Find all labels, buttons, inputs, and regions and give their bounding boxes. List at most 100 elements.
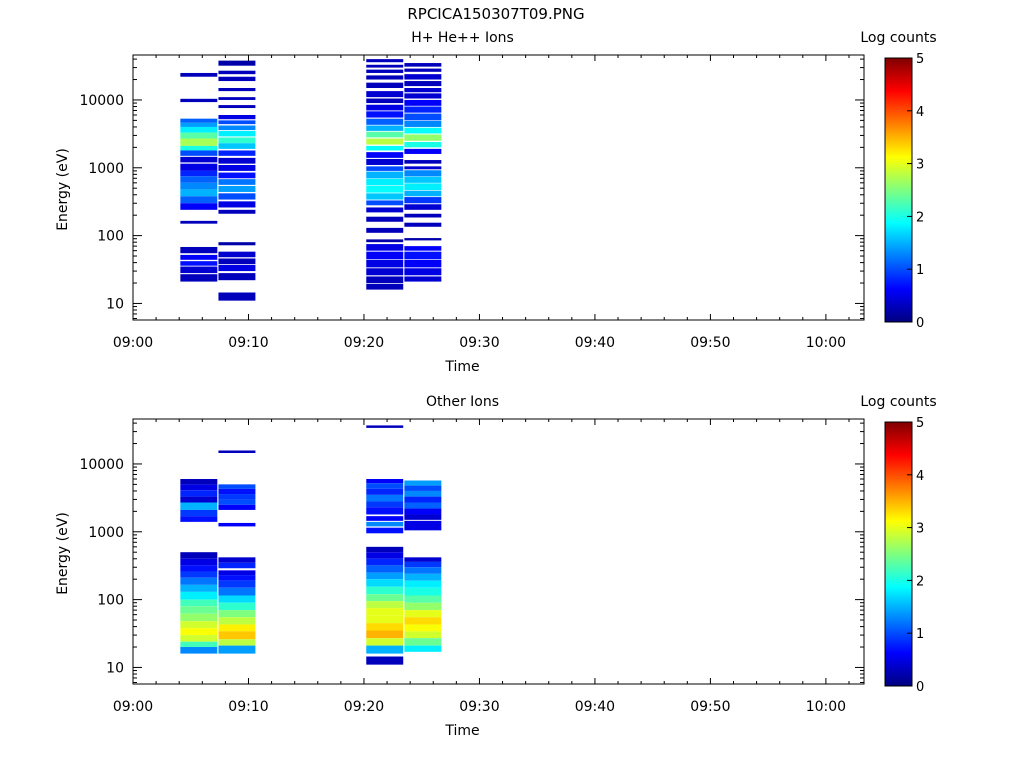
- heatmap-cell: [180, 490, 218, 497]
- heatmap-cell: [366, 185, 404, 193]
- heatmap-cell: [404, 502, 442, 509]
- heatmap-cell: [404, 141, 442, 148]
- heatmap-cell: [404, 63, 442, 67]
- heatmap-cell: [366, 91, 404, 98]
- heatmap-cell: [180, 274, 218, 282]
- heatmap-cell: [180, 98, 218, 103]
- colorbar-frame: [884, 421, 913, 687]
- heatmap-cell: [366, 193, 404, 200]
- heatmap-cell: [218, 76, 256, 82]
- heatmap-cell: [404, 197, 442, 204]
- heatmap-cell: [180, 220, 218, 224]
- colorbar-gradient: [885, 422, 912, 686]
- heatmap-cell: [218, 242, 256, 246]
- heatmap-cell: [180, 126, 218, 133]
- colorbar: 0 1 2 3 4 5 Log counts: [860, 394, 936, 695]
- x-axis-label: Time: [444, 723, 479, 739]
- heatmap-cell: [366, 138, 404, 145]
- heatmap-cell: [404, 610, 442, 618]
- heatmap-cell: [366, 118, 404, 125]
- heatmap-cell: [366, 527, 404, 534]
- x-tick-label: 09:20: [344, 699, 384, 715]
- heatmap-cell: [180, 261, 218, 266]
- heatmap-cell: [180, 203, 218, 210]
- heatmap-cell: [404, 160, 442, 164]
- colorbar-label: Log counts: [860, 394, 936, 410]
- heatmap-cell: [366, 558, 404, 566]
- heatmap-cell: [404, 638, 442, 646]
- heatmap-cell: [218, 484, 256, 489]
- x-tick-label: 09:00: [113, 335, 153, 351]
- heatmap-cell: [366, 494, 404, 502]
- y-tick-label: 1000: [88, 161, 124, 177]
- colorbar-tick-label: 1: [916, 627, 924, 642]
- colorbar-gradient: [885, 58, 912, 322]
- heatmap-cell: [218, 557, 256, 563]
- heatmap-cell: [366, 171, 404, 179]
- heatmap-cell: [404, 166, 442, 170]
- heatmap-cell: [404, 631, 442, 639]
- y-tick-label: 10000: [79, 457, 124, 473]
- heatmap-cell: [218, 499, 256, 505]
- plot-frame: [132, 418, 865, 685]
- heatmap-cell: [404, 573, 442, 581]
- heatmap-cell: [180, 635, 218, 642]
- panel-1: 09:00 09:10 09:20 09:30 09:40 09:50 10:00 Time 1…: [55, 30, 937, 375]
- colorbar: 0 1 2 3 4 5 Log counts: [860, 30, 936, 331]
- heatmap-cell: [366, 64, 404, 68]
- heatmap-cell: [180, 72, 218, 77]
- heatmap-cell: [404, 134, 442, 141]
- heatmap-cell: [218, 130, 256, 137]
- heatmap-cell: [218, 602, 256, 611]
- heatmap-cell: [218, 587, 256, 596]
- heatmap-cell: [404, 496, 442, 503]
- heatmap-cell: [180, 145, 218, 151]
- colorbar-tick-label: 1: [916, 263, 924, 278]
- heatmap-cell: [180, 565, 218, 572]
- heatmap-cell: [218, 580, 256, 588]
- heatmap-cell: [218, 494, 256, 500]
- heatmap-cell: [366, 178, 404, 186]
- colorbar-tick-label: 5: [916, 416, 924, 431]
- heatmap-cell: [366, 507, 404, 515]
- heatmap-cell: [218, 610, 256, 618]
- heatmap-cell: [180, 163, 218, 171]
- x-tick-label: 09:20: [344, 335, 384, 351]
- heatmap-cell: [180, 613, 218, 622]
- heatmap-cell: [366, 145, 404, 151]
- heatmap-cell: [404, 514, 442, 520]
- heatmap-cell: [366, 586, 404, 595]
- heatmap-cell: [366, 69, 404, 73]
- heatmap-cell: [180, 484, 218, 491]
- heatmap-cell: [404, 68, 442, 72]
- heatmap-cell: [218, 185, 256, 192]
- heatmap-cell: [366, 59, 404, 63]
- heatmap-cell: [404, 617, 442, 625]
- heatmap-cell: [180, 591, 218, 600]
- heatmap-cell: [404, 268, 442, 276]
- heatmap-cell: [366, 623, 404, 631]
- x-tick-label: 09:50: [690, 699, 730, 715]
- heatmap-cell: [218, 105, 256, 109]
- heatmap-cell: [218, 264, 256, 272]
- heatmap-cell: [218, 150, 256, 156]
- heatmap-cell: [404, 561, 442, 568]
- heatmap-cell: [218, 137, 256, 144]
- heatmap-cell: [366, 216, 404, 222]
- heatmap-cell: [180, 138, 218, 146]
- heatmap-cell: [366, 645, 404, 654]
- y-tick-label: 100: [97, 593, 124, 609]
- heatmap-cell: [180, 606, 218, 614]
- heatmap-cell: [180, 577, 218, 585]
- heatmap-cell: [218, 88, 256, 92]
- heatmap-cell: [404, 113, 442, 121]
- heatmap-cell: [180, 170, 218, 177]
- heatmap-cell: [404, 645, 442, 652]
- heatmap-cell: [218, 179, 256, 185]
- heatmap-cell: [366, 131, 404, 138]
- heatmap-cell: [180, 628, 218, 636]
- heatmap-cell: [180, 266, 218, 274]
- heatmap-cell: [404, 93, 442, 99]
- heatmap-cell: [404, 587, 442, 596]
- heatmap-cell: [218, 450, 256, 454]
